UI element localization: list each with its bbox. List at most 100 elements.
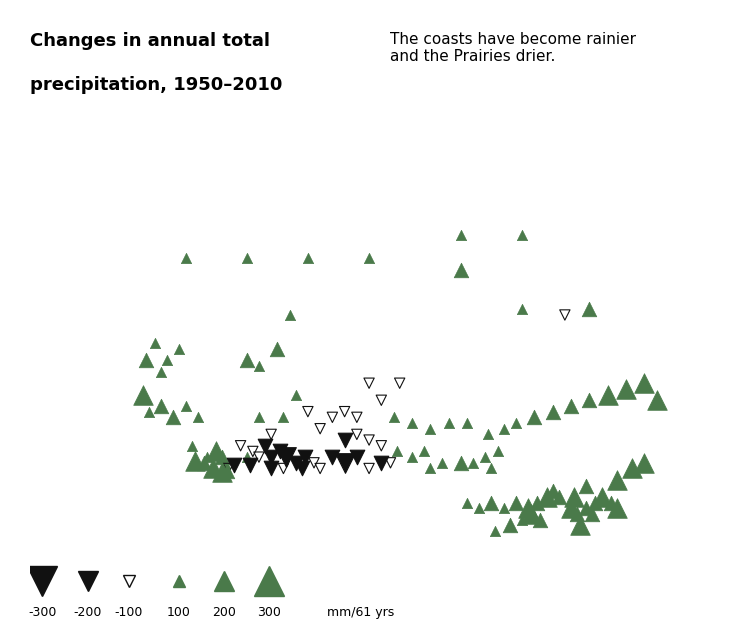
Point (547, 406, 559, 417)
Point (565, 503, 577, 513)
Point (547, 486, 559, 497)
Point (424, 424, 436, 434)
Point (394, 378, 406, 388)
Point (482, 429, 494, 439)
Point (541, 492, 553, 502)
Point (363, 253, 375, 264)
Point (302, 253, 314, 264)
Point (584, 304, 596, 314)
Point (584, 395, 596, 405)
Point (651, 395, 663, 405)
Point (436, 458, 448, 468)
Point (290, 458, 302, 468)
Point (626, 464, 638, 474)
Point (385, 458, 397, 468)
Point (375, 458, 387, 468)
Point (296, 464, 307, 474)
Text: precipitation, 1950–2010: precipitation, 1950–2010 (30, 76, 282, 94)
Point (388, 412, 400, 422)
Point (155, 401, 167, 411)
Text: -300: -300 (28, 606, 56, 619)
Point (485, 498, 497, 508)
Point (604, 498, 616, 508)
Point (565, 401, 577, 411)
Text: The coasts have become rainier
and the Prairies drier.: The coasts have become rainier and the P… (390, 32, 636, 64)
Point (498, 424, 510, 434)
Point (278, 464, 290, 474)
Point (198, 458, 210, 468)
Point (229, 460, 241, 470)
Point (247, 446, 259, 457)
Point (259, 441, 271, 451)
Point (284, 310, 296, 320)
Point (298, 452, 310, 462)
Point (266, 429, 278, 439)
Point (253, 412, 265, 422)
Text: -200: -200 (74, 606, 102, 619)
Point (571, 509, 583, 519)
Point (351, 429, 363, 439)
Point (280, 452, 292, 462)
Point (338, 406, 350, 417)
Point (602, 389, 613, 399)
Point (290, 389, 302, 399)
Point (167, 412, 179, 422)
Point (179, 253, 191, 264)
Point (253, 452, 265, 462)
Point (553, 492, 565, 502)
Point (363, 464, 375, 474)
Point (580, 503, 592, 513)
Point (473, 503, 485, 513)
Text: -100: -100 (115, 606, 143, 619)
Point (375, 441, 387, 451)
Point (406, 452, 418, 462)
Point (479, 452, 491, 462)
Point (610, 475, 622, 485)
Point (274, 446, 286, 457)
Point (216, 452, 228, 462)
Point (454, 458, 466, 468)
Point (516, 514, 528, 525)
Point (235, 441, 247, 451)
Point (207, 464, 219, 474)
Point (535, 514, 547, 525)
Point (424, 464, 436, 474)
Point (216, 467, 228, 477)
Point (179, 401, 191, 411)
Text: 300: 300 (257, 606, 281, 619)
Point (201, 452, 213, 462)
Point (161, 356, 173, 366)
Point (219, 458, 231, 468)
Point (314, 424, 326, 434)
Point (510, 498, 522, 508)
Point (528, 412, 540, 422)
Point (620, 384, 632, 394)
Point (278, 412, 290, 422)
Point (241, 253, 253, 264)
Point (326, 452, 338, 462)
Point (363, 378, 375, 388)
Point (302, 406, 314, 417)
Text: 200: 200 (212, 606, 236, 619)
Point (498, 503, 510, 513)
Point (504, 520, 516, 530)
Point (173, 344, 185, 354)
Point (510, 418, 522, 428)
Point (136, 389, 148, 399)
Point (586, 509, 598, 519)
Point (155, 367, 167, 377)
Point (192, 412, 204, 422)
Point (638, 458, 650, 468)
Point (222, 464, 234, 474)
Point (485, 464, 497, 474)
Point (338, 458, 350, 468)
Point (140, 356, 152, 366)
Point (351, 412, 363, 422)
Point (559, 310, 571, 320)
Point (189, 455, 201, 465)
Point (266, 452, 278, 462)
Text: mm/61 yrs: mm/61 yrs (327, 606, 394, 619)
Point (186, 441, 198, 451)
Point (488, 526, 500, 536)
Point (406, 418, 418, 428)
